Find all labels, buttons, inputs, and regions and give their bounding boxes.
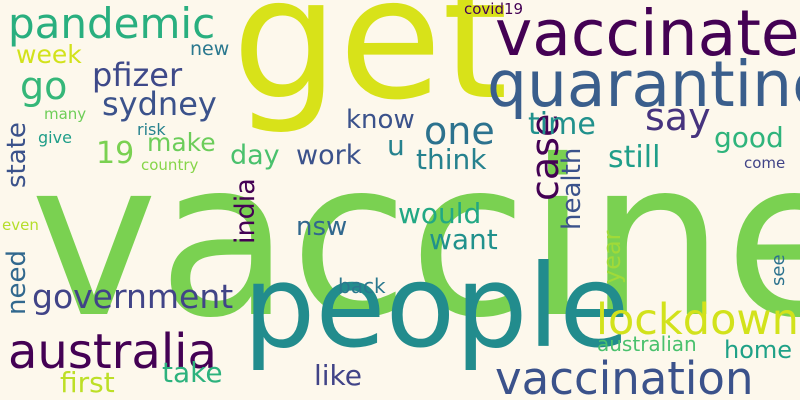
word-vaccinate: vaccinate bbox=[495, 0, 800, 70]
word-pfizer: pfizer bbox=[92, 56, 183, 94]
word-see: see bbox=[768, 254, 789, 286]
word-give: give bbox=[38, 128, 72, 147]
word-people: people bbox=[243, 240, 630, 373]
word-come: come bbox=[744, 154, 786, 172]
word-first: first bbox=[60, 366, 115, 399]
word-think: think bbox=[416, 143, 487, 176]
word-lockdown: lockdown bbox=[596, 295, 799, 345]
word-work: work bbox=[296, 140, 362, 171]
word-19: 19 bbox=[96, 136, 135, 171]
word-vaccination: vaccination bbox=[495, 352, 754, 400]
word-want: want bbox=[429, 223, 498, 256]
word-new: new bbox=[190, 38, 230, 60]
word-australia: australia bbox=[8, 324, 217, 380]
word-quarantine: quarantine bbox=[487, 48, 800, 121]
word-make: make bbox=[147, 128, 216, 157]
word-sydney: sydney bbox=[102, 85, 217, 123]
word-health: health bbox=[557, 147, 587, 230]
word-know: know bbox=[346, 105, 415, 135]
word-go: go bbox=[20, 64, 68, 108]
word-even: even bbox=[2, 216, 39, 234]
word-home: home bbox=[724, 336, 793, 364]
word-australian: australian bbox=[597, 332, 697, 356]
word-would: would bbox=[398, 197, 482, 230]
word-one: one bbox=[424, 109, 495, 153]
word-day: day bbox=[230, 140, 280, 171]
word-still: still bbox=[608, 140, 661, 175]
word-time: time bbox=[528, 107, 596, 142]
word-vaccine: vaccine bbox=[30, 114, 800, 365]
word-week: week bbox=[16, 40, 82, 69]
word-good: good bbox=[714, 121, 784, 154]
word-state: state bbox=[2, 122, 32, 188]
word-get: get bbox=[232, 0, 508, 137]
word-u: u bbox=[387, 129, 405, 162]
word-need: need bbox=[2, 250, 32, 315]
word-year: year bbox=[598, 230, 626, 284]
word-nsw: nsw bbox=[296, 212, 348, 242]
word-say: say bbox=[645, 95, 711, 139]
word-covid19: covid19 bbox=[464, 0, 524, 18]
word-pandemic: pandemic bbox=[8, 0, 216, 48]
word-government: government bbox=[32, 277, 234, 316]
word-back: back bbox=[338, 274, 386, 298]
word-risk: risk bbox=[137, 120, 166, 139]
word-india: india bbox=[230, 178, 261, 244]
word-take: take bbox=[162, 356, 223, 389]
word-like: like bbox=[314, 359, 363, 392]
word-country: country bbox=[141, 156, 199, 174]
word-many: many bbox=[44, 105, 87, 123]
